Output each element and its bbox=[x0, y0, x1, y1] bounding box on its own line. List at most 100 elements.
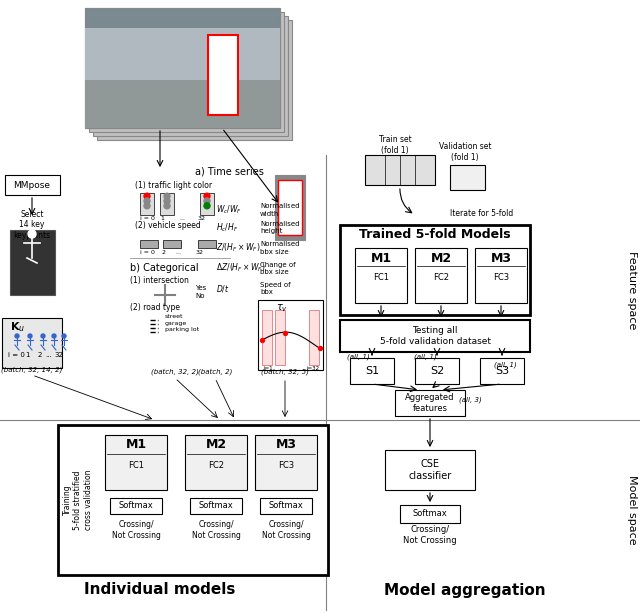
Text: (all, 1): (all, 1) bbox=[493, 362, 516, 368]
Text: Aggregated
features: Aggregated features bbox=[405, 394, 455, 413]
Bar bbox=[400, 505, 460, 523]
Text: FC2: FC2 bbox=[208, 462, 224, 471]
Bar bbox=[2, 318, 62, 368]
Bar bbox=[140, 193, 154, 215]
Text: (batch, 32, 5): (batch, 32, 5) bbox=[261, 368, 309, 375]
Text: (2) vehicle speed: (2) vehicle speed bbox=[135, 221, 201, 229]
Circle shape bbox=[204, 203, 210, 209]
Point bbox=[257, 335, 267, 345]
Bar bbox=[190, 498, 242, 514]
Circle shape bbox=[204, 193, 210, 199]
Text: Trained 5-fold Models: Trained 5-fold Models bbox=[359, 229, 511, 242]
Bar bbox=[255, 435, 317, 490]
Bar bbox=[355, 248, 407, 303]
Text: 1: 1 bbox=[25, 352, 29, 358]
Circle shape bbox=[62, 334, 66, 338]
Bar bbox=[93, 16, 288, 136]
Bar bbox=[200, 193, 214, 215]
Bar bbox=[385, 450, 475, 490]
Text: Feature space: Feature space bbox=[627, 251, 637, 329]
Text: FC1: FC1 bbox=[373, 273, 389, 283]
Text: Train set
(fold 1): Train set (fold 1) bbox=[379, 135, 412, 154]
Text: M3: M3 bbox=[275, 438, 296, 452]
Bar bbox=[58, 425, 328, 575]
Text: 32: 32 bbox=[196, 249, 204, 254]
Bar bbox=[208, 35, 238, 115]
Circle shape bbox=[28, 230, 36, 238]
Text: FC1: FC1 bbox=[128, 462, 144, 471]
Bar bbox=[415, 248, 467, 303]
Text: Normalised
bbx size: Normalised bbx size bbox=[260, 242, 300, 254]
Text: 2: 2 bbox=[38, 352, 42, 358]
Text: Change of
bbx size: Change of bbx size bbox=[260, 262, 296, 275]
Text: Normalised
width: Normalised width bbox=[260, 204, 300, 216]
Text: (2) road type: (2) road type bbox=[130, 303, 180, 313]
Text: (all, 3): (all, 3) bbox=[459, 397, 481, 403]
Text: Softmax: Softmax bbox=[198, 501, 234, 511]
Text: No: No bbox=[195, 293, 205, 299]
Text: Softmax: Softmax bbox=[413, 509, 447, 519]
Circle shape bbox=[287, 189, 293, 195]
Text: Validation set
(fold 1): Validation set (fold 1) bbox=[439, 142, 492, 162]
Text: S3: S3 bbox=[495, 366, 509, 376]
Text: (batch, 32, 2): (batch, 32, 2) bbox=[151, 368, 199, 375]
Text: parking lot: parking lot bbox=[165, 327, 199, 332]
Text: FC3: FC3 bbox=[278, 462, 294, 471]
Text: i=32: i=32 bbox=[307, 365, 319, 370]
Text: Select
14 key
keypoints: Select 14 key keypoints bbox=[13, 210, 51, 240]
Text: 32: 32 bbox=[54, 352, 63, 358]
Circle shape bbox=[144, 198, 150, 204]
Text: Crossing/
Not Crossing: Crossing/ Not Crossing bbox=[403, 525, 457, 545]
Text: Crossing/
Not Crossing: Crossing/ Not Crossing bbox=[111, 520, 161, 539]
Bar bbox=[480, 358, 524, 384]
Bar bbox=[89, 12, 284, 132]
Text: M2: M2 bbox=[431, 251, 452, 264]
Point bbox=[315, 343, 325, 353]
Text: Yes: Yes bbox=[195, 285, 206, 291]
Bar bbox=[275, 175, 305, 240]
Text: 1: 1 bbox=[160, 216, 164, 221]
Circle shape bbox=[164, 198, 170, 204]
Bar bbox=[258, 300, 323, 370]
Bar bbox=[340, 320, 530, 352]
Text: (all, 1): (all, 1) bbox=[413, 354, 436, 360]
Text: (all, 1): (all, 1) bbox=[347, 354, 369, 360]
Text: ...: ... bbox=[175, 249, 181, 254]
Bar bbox=[85, 8, 280, 128]
Bar bbox=[85, 8, 280, 128]
Bar bbox=[365, 155, 435, 185]
Text: Model space: Model space bbox=[627, 475, 637, 545]
Text: Crossing/
Not Crossing: Crossing/ Not Crossing bbox=[191, 520, 241, 539]
Bar bbox=[5, 175, 60, 195]
Text: (batch, 32, 14, 2): (batch, 32, 14, 2) bbox=[1, 367, 63, 373]
Text: FC2: FC2 bbox=[433, 273, 449, 283]
Text: CSE
classifier: CSE classifier bbox=[408, 459, 452, 481]
Bar bbox=[85, 28, 280, 80]
Text: ...: ... bbox=[179, 216, 185, 221]
Circle shape bbox=[164, 193, 170, 199]
Text: street: street bbox=[165, 313, 184, 319]
Bar bbox=[450, 165, 485, 190]
Circle shape bbox=[28, 334, 32, 338]
Text: Crossing/
Not Crossing: Crossing/ Not Crossing bbox=[262, 520, 310, 539]
Text: Testing all
5-fold validation dataset: Testing all 5-fold validation dataset bbox=[380, 326, 490, 346]
Bar bbox=[415, 358, 459, 384]
Bar bbox=[185, 435, 247, 490]
Bar bbox=[262, 310, 272, 365]
Text: Iterate for 5-fold: Iterate for 5-fold bbox=[450, 208, 513, 218]
Bar bbox=[260, 498, 312, 514]
Circle shape bbox=[144, 203, 150, 209]
Bar bbox=[85, 80, 280, 128]
Text: $D/t$: $D/t$ bbox=[216, 283, 230, 294]
Circle shape bbox=[52, 334, 56, 338]
Text: i = 0: i = 0 bbox=[8, 352, 25, 358]
Bar bbox=[198, 240, 216, 248]
Text: Speed of
bbx: Speed of bbx bbox=[260, 281, 291, 294]
Text: 2: 2 bbox=[162, 249, 166, 254]
Text: i = 0: i = 0 bbox=[140, 249, 155, 254]
Circle shape bbox=[15, 334, 19, 338]
Point bbox=[280, 328, 290, 338]
Text: M1: M1 bbox=[125, 438, 147, 452]
Text: M3: M3 bbox=[490, 251, 511, 264]
Text: Softmax: Softmax bbox=[118, 501, 154, 511]
